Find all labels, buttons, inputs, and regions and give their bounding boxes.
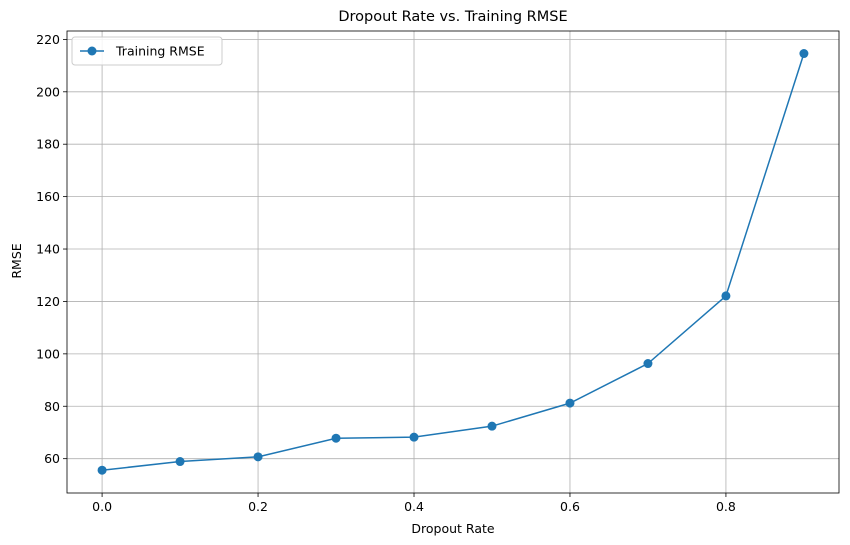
y-tick-label: 80: [44, 399, 60, 414]
data-point: [721, 291, 731, 301]
y-tick-label: 180: [36, 137, 60, 152]
data-point: [799, 49, 809, 59]
x-tick-label: 0.2: [248, 499, 268, 514]
legend-frame: [71, 36, 223, 66]
x-tick-label: 0.6: [560, 499, 580, 514]
y-tick-label: 100: [36, 346, 60, 361]
data-point: [409, 432, 419, 442]
plot-frame: [66, 30, 840, 494]
legend-series-marker: [87, 46, 97, 56]
axis-ticks: 0.0 0.2 0.4 0.6 0.8 60 80 100 120 140 160 180 200 220: [36, 32, 736, 514]
grid-lines: [67, 31, 839, 493]
data-point: [643, 359, 653, 369]
y-tick-label: 160: [36, 189, 60, 204]
x-axis-label: Dropout Rate: [411, 521, 494, 536]
y-tick-label: 140: [36, 242, 60, 257]
legend: Training RMSE: [71, 36, 223, 66]
legend-series-label: Training RMSE: [115, 44, 205, 59]
y-tick-label: 60: [44, 451, 60, 466]
data-point: [487, 421, 497, 431]
x-tick-label: 0.4: [404, 499, 424, 514]
data-point: [331, 433, 341, 443]
series-line: [102, 53, 805, 471]
y-tick-label: 220: [36, 32, 60, 47]
x-tick-label: 0.0: [92, 499, 112, 514]
y-tick-label: 200: [36, 84, 60, 99]
series-layer: [97, 49, 809, 475]
y-tick-label: 120: [36, 294, 60, 309]
x-tick-label: 0.8: [716, 499, 736, 514]
chart-title: Dropout Rate vs. Training RMSE: [338, 9, 567, 25]
data-point: [97, 465, 107, 475]
data-point: [565, 398, 575, 408]
data-point: [175, 457, 185, 467]
y-axis-label: RMSE: [9, 243, 24, 278]
data-point: [253, 452, 263, 462]
